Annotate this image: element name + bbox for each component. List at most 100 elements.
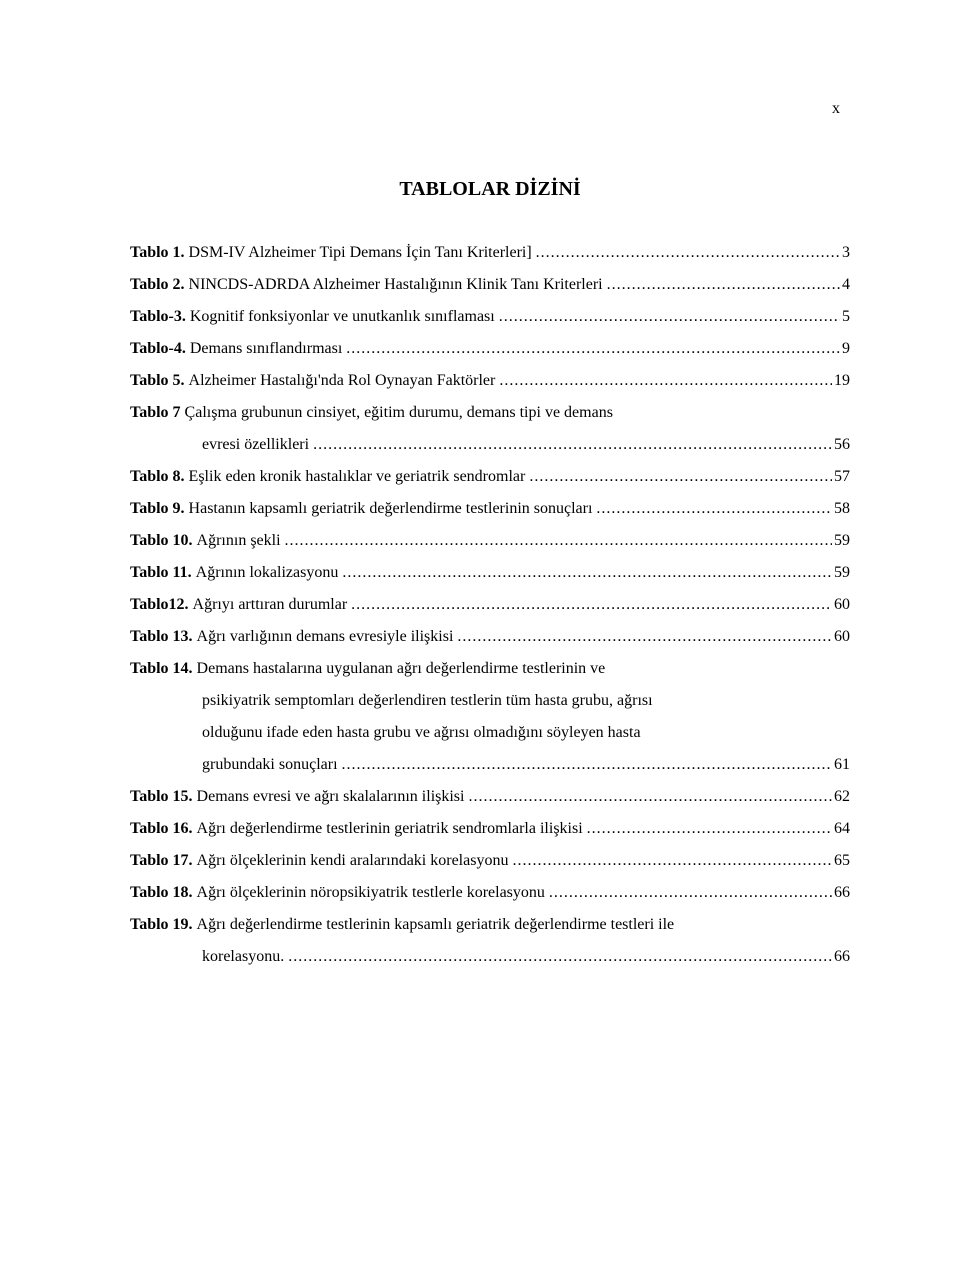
toc-leader [495,365,832,397]
toc-page: 4 [840,269,850,301]
toc-line: Tablo 18. Ağrı ölçeklerinin nöropsikiyat… [130,877,850,909]
toc-line-first: Tablo 7 Çalışma grubunun cinsiyet, eğiti… [130,397,850,429]
toc-entry: Tablo 7 Çalışma grubunun cinsiyet, eğiti… [130,397,850,461]
toc-label: Tablo 2. [130,269,185,301]
toc-label: Tablo 8. [130,461,185,493]
toc-page: 5 [840,301,850,333]
toc-line: Tablo12. Ağrıyı arttıran durumlar 60 [130,589,850,621]
toc-text: NINCDS-ADRDA Alzheimer Hastalığının Klin… [189,269,603,301]
toc-text: Alzheimer Hastalığı'nda Rol Oynayan Fakt… [189,365,496,397]
toc-leader [338,749,832,781]
toc-page: 60 [832,589,850,621]
toc-text: Eşlik eden kronik hastalıklar ve geriatr… [189,461,526,493]
toc-text: Ağrı değerlendirme testlerinin kapsamlı … [197,909,675,941]
toc-line: Tablo 13. Ağrı varlığının demans evresiy… [130,621,850,653]
toc-line-cont: olduğunu ifade eden hasta grubu ve ağrıs… [130,717,850,749]
toc-entry: Tablo-3. Kognitif fonksiyonlar ve unutka… [130,301,850,333]
toc-text: Çalışma grubunun cinsiyet, eğitim durumu… [185,397,613,429]
toc-line: Tablo 10. Ağrının şekli 59 [130,525,850,557]
toc-leader [453,621,832,653]
toc-entry: Tablo 9. Hastanın kapsamlı geriatrik değ… [130,493,850,525]
toc-line: Tablo-4. Demans sınıflandırması 9 [130,333,850,365]
toc-line-cont: evresi özellikleri 56 [130,429,850,461]
toc-leader [284,941,832,973]
toc-label: Tablo 15. [130,781,193,813]
page-title: TABLOLAR DİZİNİ [130,178,850,201]
toc-page: 66 [832,877,850,909]
toc-line-first: Tablo 14. Demans hastalarına uygulanan a… [130,653,850,685]
toc-entry: Tablo 10. Ağrının şekli 59 [130,525,850,557]
toc-line: Tablo 2. NINCDS-ADRDA Alzheimer Hastalığ… [130,269,850,301]
toc-label: Tablo 13. [130,621,193,653]
toc-line: Tablo 11. Ağrının lokalizasyonu 59 [130,557,850,589]
toc-leader [309,429,832,461]
toc-page: 56 [832,429,850,461]
toc-text-cont: evresi özellikleri [202,429,309,461]
toc-line: Tablo 15. Demans evresi ve ağrı skalalar… [130,781,850,813]
toc-label: Tablo 11. [130,557,192,589]
toc-label: Tablo 19. [130,909,193,941]
toc-leader [532,237,840,269]
toc-leader [583,813,832,845]
toc-page: 59 [832,557,850,589]
toc-leader [603,269,840,301]
toc-entry: Tablo 13. Ağrı varlığının demans evresiy… [130,621,850,653]
toc-line: Tablo 17. Ağrı ölçeklerinin kendi aralar… [130,845,850,877]
toc-page: 57 [832,461,850,493]
toc-entry: Tablo 8. Eşlik eden kronik hastalıklar v… [130,461,850,493]
toc-page: 62 [832,781,850,813]
toc-leader [342,333,840,365]
toc-text: Hastanın kapsamlı geriatrik değerlendirm… [189,493,593,525]
toc-line: Tablo 8. Eşlik eden kronik hastalıklar v… [130,461,850,493]
toc-line: Tablo 9. Hastanın kapsamlı geriatrik değ… [130,493,850,525]
toc-label: Tablo 14. [130,653,193,685]
toc-page: 66 [832,941,850,973]
toc-text: Ağrıyı arttıran durumlar [193,589,348,621]
toc-entry: Tablo 5. Alzheimer Hastalığı'nda Rol Oyn… [130,365,850,397]
toc-label: Tablo 1. [130,237,185,269]
toc-label: Tablo12. [130,589,189,621]
toc-label: Tablo 10. [130,525,193,557]
page-number-top: x [130,100,850,118]
toc-entry: Tablo 15. Demans evresi ve ağrı skalalar… [130,781,850,813]
toc-line: Tablo 16. Ağrı değerlendirme testlerinin… [130,813,850,845]
toc-page: 64 [832,813,850,845]
toc-entry: Tablo 19. Ağrı değerlendirme testlerinin… [130,909,850,973]
toc-line: Tablo 5. Alzheimer Hastalığı'nda Rol Oyn… [130,365,850,397]
toc-label: Tablo 16. [130,813,193,845]
toc-text: Kognitif fonksiyonlar ve unutkanlık sını… [190,301,495,333]
toc-page: 65 [832,845,850,877]
table-of-contents: Tablo 1. DSM-IV Alzheimer Tipi Demans İç… [130,237,850,973]
toc-leader [592,493,832,525]
toc-text: Ağrının lokalizasyonu [196,557,339,589]
toc-entry: Tablo 14. Demans hastalarına uygulanan a… [130,653,850,781]
toc-entry: Tablo 16. Ağrı değerlendirme testlerinin… [130,813,850,845]
toc-text: Ağrının şekli [197,525,281,557]
toc-leader [508,845,832,877]
toc-text: Ağrı ölçeklerinin kendi aralarındaki kor… [197,845,509,877]
toc-text: DSM-IV Alzheimer Tipi Demans İçin Tanı K… [189,237,532,269]
toc-line-cont: korelasyonu.66 [130,941,850,973]
toc-entry: Tablo 11. Ağrının lokalizasyonu 59 [130,557,850,589]
toc-leader [281,525,832,557]
toc-text: Demans hastalarına uygulanan ağrı değerl… [197,653,606,685]
toc-page: 9 [840,333,850,365]
toc-page: 59 [832,525,850,557]
toc-page: 19 [832,365,850,397]
toc-line-first: Tablo 19. Ağrı değerlendirme testlerinin… [130,909,850,941]
toc-label: Tablo 9. [130,493,185,525]
toc-line: Tablo 1. DSM-IV Alzheimer Tipi Demans İç… [130,237,850,269]
toc-label: Tablo 18. [130,877,193,909]
toc-text-cont: grubundaki sonuçları [202,749,338,781]
toc-label: Tablo 17. [130,845,193,877]
toc-line-cont: psikiyatrik semptomları değerlendiren te… [130,685,850,717]
toc-text: Demans sınıflandırması [190,333,342,365]
toc-entry: Tablo 17. Ağrı ölçeklerinin kendi aralar… [130,845,850,877]
toc-line-cont: grubundaki sonuçları61 [130,749,850,781]
toc-text: Ağrı ölçeklerinin nöropsikiyatrik testle… [197,877,545,909]
toc-label: Tablo-4. [130,333,186,365]
toc-label: Tablo 5. [130,365,185,397]
toc-leader [347,589,832,621]
toc-label: Tablo 7 [130,397,181,429]
toc-page: 60 [832,621,850,653]
